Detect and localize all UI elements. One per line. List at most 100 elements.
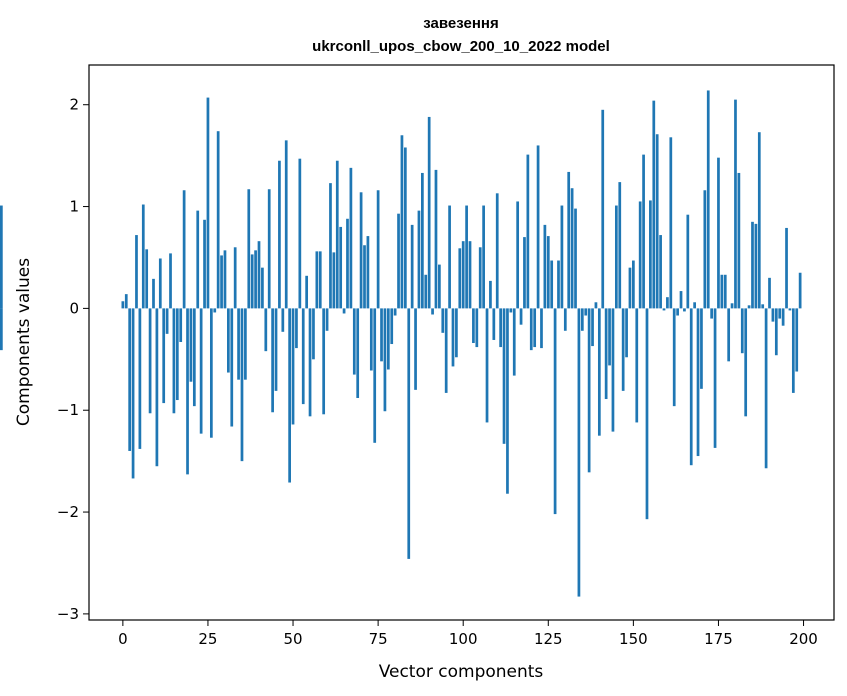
bar bbox=[128, 308, 132, 451]
bar bbox=[553, 308, 557, 515]
bar bbox=[679, 291, 683, 309]
bar bbox=[138, 308, 142, 449]
bars-group bbox=[0, 90, 802, 597]
bar bbox=[529, 308, 533, 351]
bar bbox=[700, 308, 703, 389]
bar bbox=[591, 308, 594, 347]
x-axis-label: Vector components bbox=[379, 662, 544, 682]
bar bbox=[189, 308, 193, 382]
bar bbox=[608, 308, 611, 366]
bar bbox=[244, 308, 247, 380]
chart-title: завезення bbox=[423, 15, 498, 32]
bar bbox=[666, 297, 669, 309]
bar bbox=[628, 267, 632, 309]
bar bbox=[264, 308, 268, 352]
bar bbox=[233, 247, 237, 309]
bar bbox=[506, 308, 509, 494]
bar bbox=[757, 132, 761, 309]
bar bbox=[632, 260, 635, 309]
bar bbox=[312, 308, 315, 360]
bar bbox=[550, 260, 554, 309]
bar bbox=[438, 264, 441, 309]
bar bbox=[444, 308, 448, 393]
bar bbox=[485, 308, 489, 423]
bar bbox=[710, 308, 714, 319]
bar bbox=[659, 235, 662, 309]
bar bbox=[0, 308, 3, 351]
bar bbox=[366, 236, 370, 309]
bar bbox=[638, 201, 642, 309]
bar bbox=[335, 160, 339, 309]
bar bbox=[523, 237, 526, 309]
bar bbox=[696, 308, 700, 457]
bar bbox=[727, 308, 731, 362]
bar bbox=[434, 169, 438, 309]
bar bbox=[774, 308, 778, 356]
bar bbox=[625, 308, 628, 358]
bar bbox=[652, 100, 656, 309]
bar bbox=[533, 308, 537, 348]
bar bbox=[158, 258, 162, 309]
bar bbox=[175, 308, 179, 401]
x-tick-label: 0 bbox=[118, 630, 128, 648]
bar bbox=[315, 251, 319, 309]
y-axis: −3 −2 −1 0 1 2 bbox=[57, 96, 89, 623]
bar bbox=[213, 308, 217, 313]
bar bbox=[771, 308, 775, 322]
bar bbox=[209, 308, 213, 438]
chart-subtitle: ukrconll_upos_cbow_200_10_2022 model bbox=[312, 38, 610, 55]
bar bbox=[563, 308, 567, 331]
bar bbox=[798, 272, 802, 309]
bar bbox=[720, 274, 724, 309]
bar bbox=[649, 200, 652, 309]
bar bbox=[519, 308, 523, 325]
bar bbox=[761, 304, 765, 309]
bar bbox=[172, 308, 176, 414]
bar bbox=[169, 253, 172, 309]
bar bbox=[642, 154, 645, 309]
bar bbox=[730, 303, 734, 309]
bar bbox=[795, 308, 799, 372]
x-tick-label: 150 bbox=[619, 630, 648, 648]
bar bbox=[356, 308, 360, 398]
bar bbox=[373, 308, 377, 443]
bar bbox=[162, 308, 166, 404]
bar bbox=[540, 308, 543, 349]
bar bbox=[240, 308, 244, 462]
bar bbox=[689, 308, 693, 466]
bar bbox=[274, 308, 278, 391]
bar bbox=[281, 308, 285, 332]
bar bbox=[570, 188, 574, 309]
bar bbox=[349, 167, 353, 309]
bar bbox=[791, 308, 795, 393]
bar bbox=[768, 277, 771, 309]
y-tick-label: −2 bbox=[57, 503, 79, 521]
bar bbox=[386, 308, 390, 370]
bar bbox=[509, 308, 513, 313]
bar bbox=[227, 308, 230, 373]
bar bbox=[0, 205, 3, 309]
bar bbox=[199, 308, 203, 434]
bar bbox=[502, 308, 506, 444]
x-axis: 0 25 50 75 100 125 150 175 200 bbox=[118, 620, 818, 648]
bar bbox=[475, 308, 479, 348]
x-tick-label: 50 bbox=[283, 630, 302, 648]
bar bbox=[672, 308, 676, 407]
bar bbox=[393, 308, 397, 316]
bar bbox=[478, 247, 482, 309]
bar bbox=[577, 308, 581, 597]
bar bbox=[420, 172, 424, 309]
bar bbox=[618, 182, 622, 309]
bar bbox=[686, 214, 690, 309]
bar bbox=[461, 241, 465, 309]
bar bbox=[482, 205, 485, 309]
bar bbox=[223, 250, 227, 309]
bar bbox=[516, 201, 520, 309]
bar bbox=[611, 308, 615, 432]
bar bbox=[747, 305, 751, 309]
bar bbox=[380, 308, 383, 362]
bar bbox=[764, 308, 768, 469]
bar bbox=[737, 172, 741, 309]
bar bbox=[526, 154, 530, 309]
bar bbox=[468, 241, 472, 309]
